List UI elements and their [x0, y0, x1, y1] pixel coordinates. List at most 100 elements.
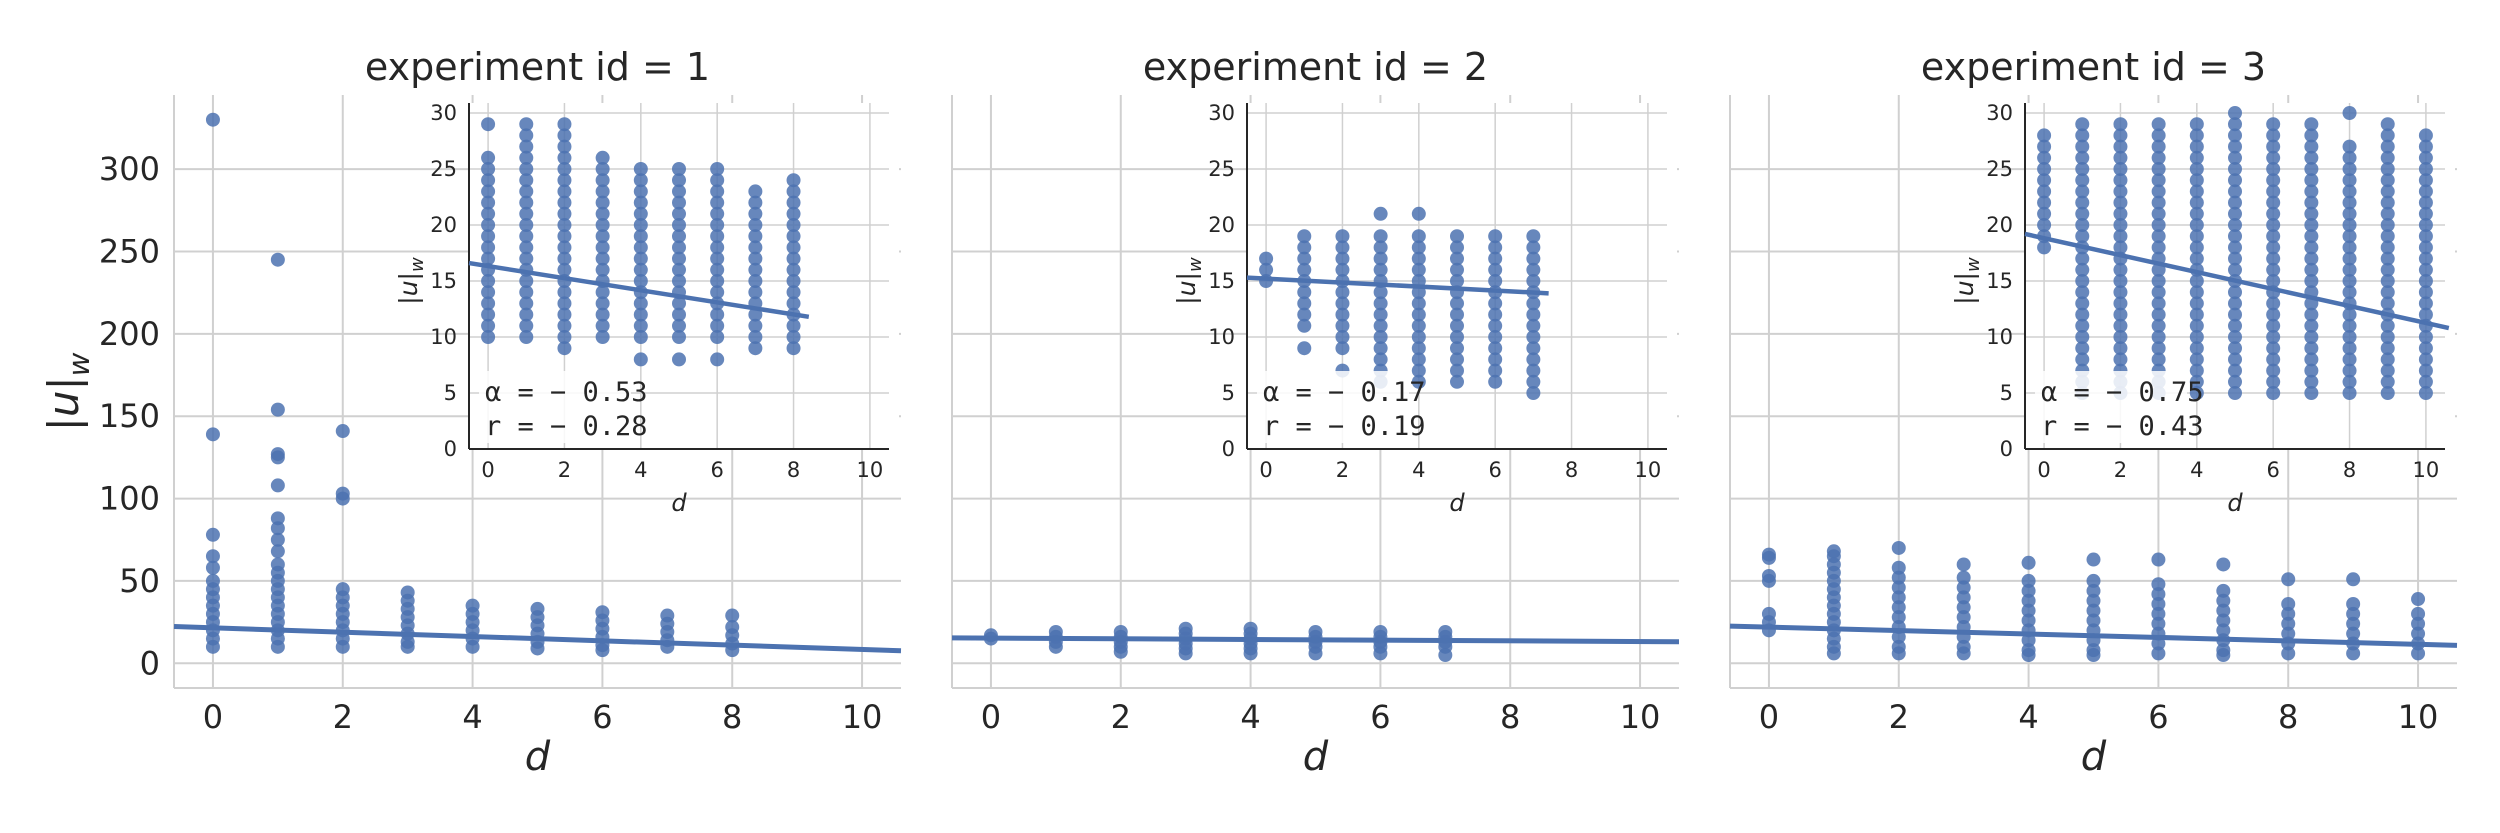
stats-box	[1257, 371, 1409, 443]
inset-data-point	[595, 173, 610, 188]
inset-3: 0 2 4 6 8 10 0 5 10 15 20 25 30 d |u|w α = − 0.75r = − …	[1950, 101, 2455, 517]
inset-data-point	[2304, 173, 2319, 188]
inset-data-point	[2266, 128, 2281, 143]
inset-data-point	[1335, 229, 1350, 244]
y-tick-label: 100	[99, 480, 160, 518]
inset-data-point	[519, 139, 534, 154]
x-tick-label: 10	[1620, 698, 1661, 736]
inset-data-point	[595, 195, 610, 210]
inset-data-point	[2113, 352, 2128, 367]
stats-box	[479, 371, 631, 443]
inset-data-point	[1411, 318, 1426, 333]
inset-data-point	[2151, 128, 2166, 143]
inset-data-point	[2266, 274, 2281, 288]
inset-data-point	[2189, 139, 2204, 154]
inset-data-point	[2380, 150, 2395, 165]
inset-data-point	[595, 262, 610, 277]
inset-data-point	[2266, 330, 2281, 344]
inset-x-tick-label: 8	[1565, 458, 1578, 482]
data-point	[2346, 646, 2361, 661]
data-point	[2021, 603, 2036, 618]
inset-data-point	[2151, 139, 2166, 154]
inset-data-point	[1488, 307, 1503, 322]
data-point	[2021, 633, 2036, 648]
inset-data-point	[2380, 240, 2395, 255]
data-point	[1438, 648, 1453, 663]
inset-data-point	[2189, 274, 2204, 288]
inset-data-point	[1526, 274, 1541, 288]
data-point	[2411, 592, 2426, 607]
inset-data-point	[2075, 184, 2090, 199]
inset-data-point	[1411, 374, 1426, 389]
inset-data-point	[2113, 318, 2128, 333]
inset-data-point	[2113, 285, 2128, 300]
data-point	[1178, 646, 1193, 661]
inset-data-point	[2342, 162, 2357, 176]
inset-data-point	[2113, 128, 2128, 143]
x-tick-label: 0	[1759, 698, 1779, 736]
inset-data-point	[1450, 363, 1464, 378]
inset-data-point	[2304, 150, 2319, 165]
inset-data-point	[2228, 173, 2242, 188]
inset-data-point	[786, 251, 801, 266]
inset-data-point	[633, 218, 648, 232]
inset-data-point	[2189, 206, 2204, 221]
inset-data-point	[2228, 184, 2242, 199]
inset-data-point	[2304, 363, 2319, 378]
inset-data-point	[2342, 184, 2357, 199]
inset-data-point	[1488, 330, 1503, 344]
inset-data-point	[1526, 229, 1541, 244]
x-axis-label: d	[1303, 734, 1329, 780]
inset-data-point	[786, 184, 801, 199]
inset-data-point	[2342, 139, 2357, 154]
inset-y-tick-label: 20	[1208, 213, 1235, 237]
data-point	[2346, 572, 2361, 587]
inset-data-point	[1450, 307, 1464, 322]
inset-data-point	[1297, 229, 1312, 244]
x-tick-label: 4	[462, 698, 482, 736]
data-point	[1956, 610, 1971, 625]
y-axis-label: |u|w	[39, 352, 96, 431]
inset-data-point	[633, 262, 648, 277]
inset-data-point	[633, 184, 648, 199]
inset-data-point	[2228, 341, 2242, 356]
data-point	[270, 639, 285, 654]
inset-x-axis-label: d	[2227, 489, 2243, 517]
inset-data-point	[2151, 206, 2166, 221]
data-point	[1891, 629, 1906, 644]
inset-data-point	[2342, 251, 2357, 266]
inset-data-point	[1488, 229, 1503, 244]
inset-data-point	[1450, 240, 1464, 255]
inset-data-point	[2418, 330, 2433, 344]
inset-x-tick-label: 2	[1336, 458, 1349, 482]
inset-y-tick-label: 25	[1986, 157, 2013, 181]
x-tick-label: 8	[1500, 698, 1520, 736]
data-point	[1308, 646, 1323, 661]
inset-data-point	[2418, 374, 2433, 389]
inset-data-point	[557, 341, 572, 356]
inset-data-point	[2418, 262, 2433, 277]
inset-data-point	[2380, 274, 2395, 288]
data-point	[205, 549, 220, 564]
x-tick-label: 0	[981, 698, 1001, 736]
inset-data-point	[481, 218, 496, 232]
data-point	[1891, 590, 1906, 605]
inset-data-point	[786, 318, 801, 333]
inset-x-tick-label: 0	[481, 458, 494, 482]
inset-data-point	[481, 206, 496, 221]
inset-data-point	[2228, 117, 2242, 132]
inset-data-point	[2342, 106, 2357, 120]
inset-data-point	[2228, 218, 2242, 232]
inset-data-point	[2075, 296, 2090, 311]
inset-data-point	[481, 307, 496, 322]
data-point	[1956, 600, 1971, 615]
inset-data-point	[2189, 307, 2204, 322]
inset-data-point	[519, 150, 534, 165]
inset-data-point	[1526, 386, 1541, 400]
inset-data-point	[2075, 173, 2090, 188]
inset-data-point	[519, 274, 534, 288]
inset-data-point	[1526, 341, 1541, 356]
inset-data-point	[633, 318, 648, 333]
inset-data-point	[748, 318, 763, 333]
